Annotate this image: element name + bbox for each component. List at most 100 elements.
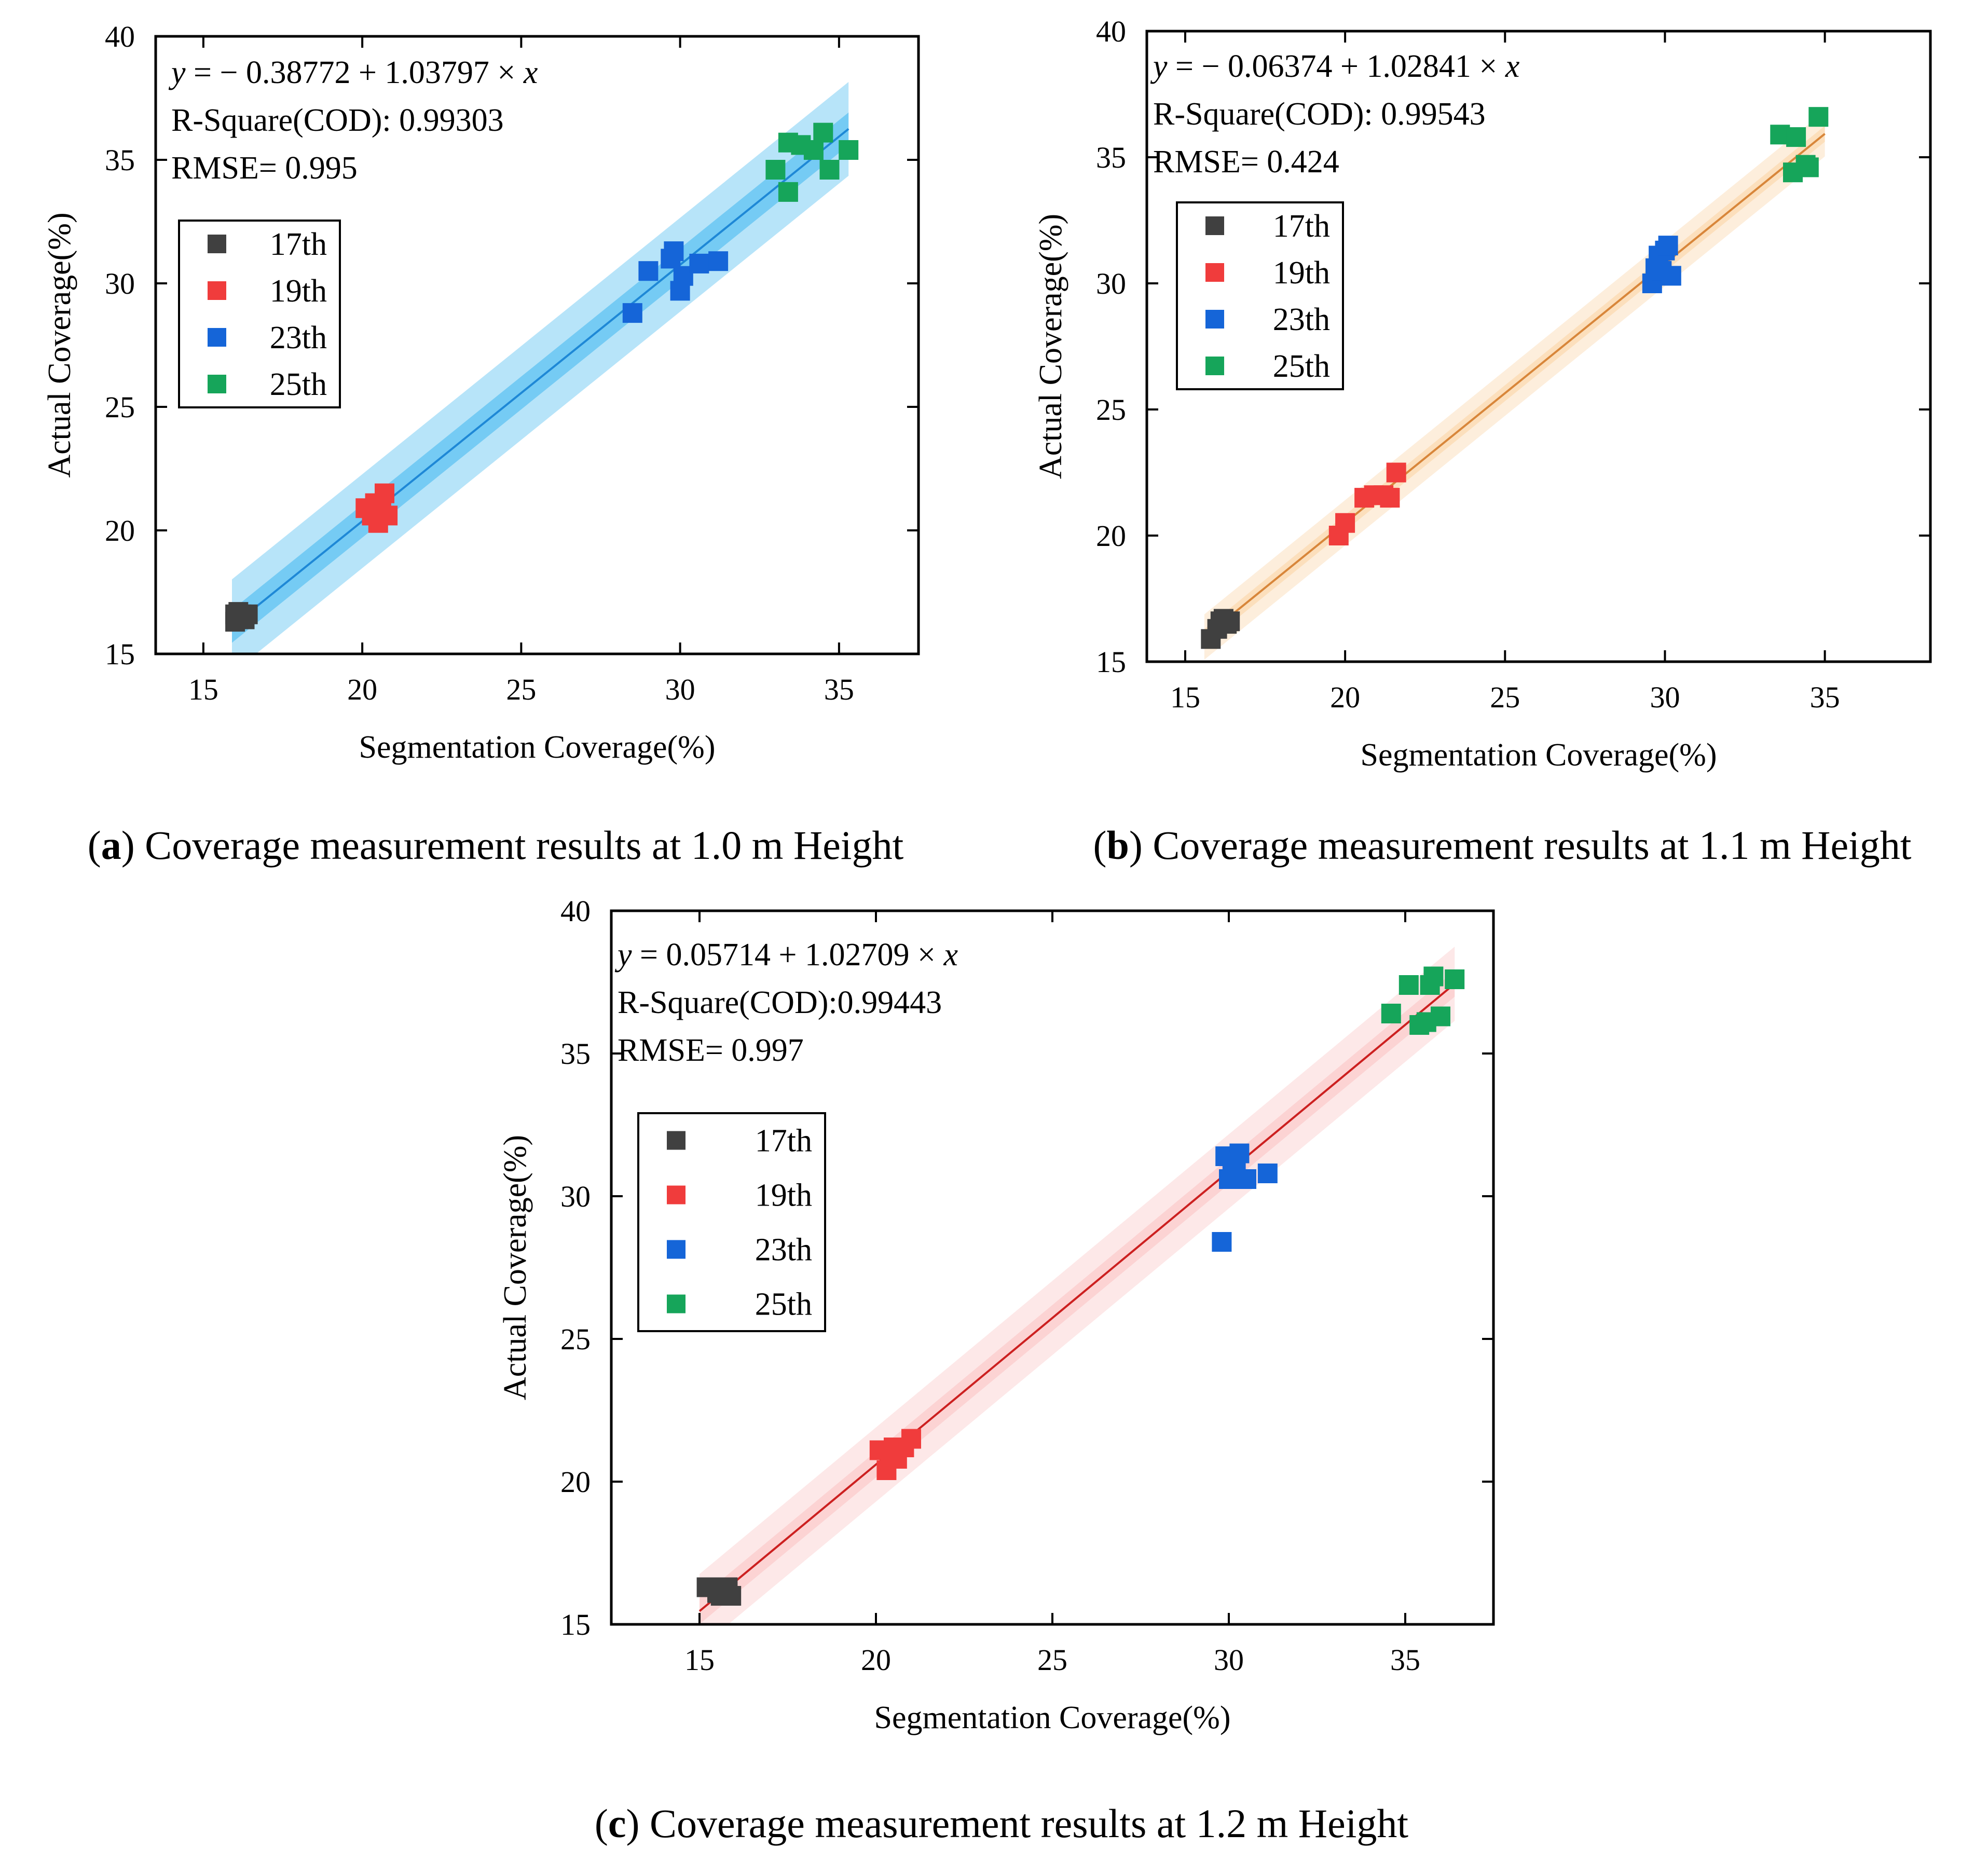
legend-marker-19th	[667, 1185, 685, 1205]
legend-label-23th: 23th	[755, 1233, 812, 1268]
y-axis-ticks: 15 20 25 30 35 40	[105, 20, 918, 671]
x-axis-title: Segmentation Coverage(%)	[1361, 737, 1717, 773]
y-axis-ticks: 15 20 25 30 35 40	[560, 894, 1493, 1641]
legend-marker-19th	[1205, 263, 1224, 282]
y-tick-label: 20	[105, 514, 135, 548]
data-point-25th	[839, 140, 859, 160]
plot-frame	[1145, 30, 1932, 663]
equation-y-variable: y	[1150, 49, 1168, 84]
data-point-23th	[622, 303, 642, 323]
legend: 17th 19th 23th 25th	[637, 1112, 826, 1332]
caption-letter: b	[1107, 823, 1129, 868]
data-point-17th	[1220, 611, 1240, 632]
x-tick-label: 20	[1330, 680, 1360, 714]
r-square-label: R-Square(COD):0.99443	[618, 985, 942, 1020]
legend-marker-17th	[208, 235, 226, 253]
data-point-25th	[1445, 969, 1465, 989]
regression-line	[698, 983, 1456, 1612]
y-tick-label: 40	[1096, 15, 1126, 48]
x-tick-label: 25	[1037, 1643, 1067, 1677]
y-tick-label: 35	[1096, 141, 1126, 174]
regression-line	[231, 128, 849, 627]
x-tick-label: 15	[684, 1643, 715, 1677]
x-tick-label: 15	[1170, 680, 1200, 714]
plot-frame	[154, 35, 920, 655]
caption-prefix: (	[1093, 823, 1107, 868]
caption-letter: a	[101, 823, 121, 868]
rmse-label: RMSE= 0.995	[171, 150, 358, 186]
data-point-25th	[778, 182, 798, 202]
data-point-19th	[1386, 462, 1406, 483]
data-point-17th	[225, 604, 245, 624]
y-tick-label: 15	[1096, 645, 1126, 679]
legend: 17th 19th 23th 25th	[1176, 201, 1344, 390]
data-point-25th	[1423, 966, 1444, 987]
data-point-23th	[1646, 258, 1665, 278]
data-point-23th	[1212, 1232, 1232, 1252]
data-point-25th	[819, 160, 840, 180]
y-tick-label: 30	[560, 1180, 591, 1213]
y-tick-label: 15	[560, 1608, 591, 1641]
x-tick-label: 25	[1490, 680, 1520, 714]
legend-marker-23th	[1205, 310, 1224, 329]
caption-letter: c	[608, 1801, 626, 1846]
data-point-23th	[1658, 236, 1678, 256]
data-point-25th	[813, 122, 833, 143]
legend-label-23th: 23th	[1273, 302, 1330, 337]
caption-text: ) Coverage measurement results at 1.2 m …	[626, 1801, 1409, 1846]
caption-panel-c: (c) Coverage measurement results at 1.2 …	[595, 1801, 1408, 1846]
equation-body: = − 0.38772 + 1.03797 ×	[186, 55, 524, 90]
equation-body: = − 0.06374 + 1.02841 ×	[1168, 49, 1505, 84]
data-point-23th	[1237, 1169, 1256, 1189]
legend-box	[1176, 201, 1344, 390]
equation-y-variable: y	[168, 55, 186, 90]
data-point-25th	[1416, 1012, 1436, 1032]
regression-equation: y = 0.05714 + 1.02709 × x	[614, 937, 958, 973]
data-point-23th	[689, 253, 709, 273]
fit-line	[231, 128, 849, 627]
x-tick-label: 35	[1810, 680, 1840, 714]
data-point-25th	[803, 140, 824, 160]
fit-line	[698, 983, 1456, 1612]
legend-marker-23th	[667, 1240, 685, 1259]
data-point-25th	[765, 160, 786, 180]
y-tick-label: 35	[105, 143, 135, 177]
x-tick-label: 35	[1390, 1643, 1420, 1677]
chart-panel-c: 15 20 25 30 35 15 20 25 30 35 40 Segmentation Cov…	[498, 894, 1495, 1735]
legend-label-19th: 19th	[1273, 255, 1330, 291]
x-axis-title: Segmentation Coverage(%)	[359, 730, 716, 765]
y-tick-label: 40	[560, 894, 591, 928]
caption-prefix: (	[88, 823, 101, 868]
x-tick-label: 35	[824, 673, 854, 706]
legend-label-23th: 23th	[270, 320, 327, 355]
data-points	[696, 966, 1465, 1606]
y-tick-label: 35	[560, 1037, 591, 1071]
legend-label-25th: 25th	[270, 367, 327, 402]
y-tick-label: 15	[105, 637, 135, 671]
legend-marker-17th	[1205, 216, 1224, 235]
y-tick-label: 40	[105, 20, 135, 53]
x-tick-label: 30	[1214, 1643, 1244, 1677]
data-point-19th	[1335, 513, 1355, 533]
data-point-17th	[707, 1583, 727, 1603]
legend-label-19th: 19th	[755, 1178, 812, 1213]
legend-label-25th: 25th	[755, 1287, 812, 1322]
legend-label-17th: 17th	[270, 227, 327, 262]
data-point-23th	[1222, 1152, 1242, 1172]
x-axis-ticks: 15 20 25 30 35	[684, 911, 1420, 1677]
data-point-25th	[1399, 975, 1419, 995]
x-axis-ticks: 15 20 25 30 35	[188, 36, 854, 706]
x-tick-label: 30	[1650, 680, 1680, 714]
y-tick-label: 20	[1096, 519, 1126, 553]
legend-label-17th: 17th	[755, 1124, 812, 1159]
r-square-label: R-Square(COD): 0.99543	[1153, 97, 1486, 132]
caption-text: ) Coverage measurement results at 1.1 m …	[1129, 823, 1912, 868]
y-tick-label: 25	[1096, 393, 1126, 427]
rmse-label: RMSE= 0.997	[618, 1033, 804, 1068]
legend-marker-19th	[208, 281, 226, 300]
caption-panel-a: (a) Coverage measurement results at 1.0 …	[88, 823, 904, 868]
legend-box	[178, 220, 341, 408]
equation-body: = 0.05714 + 1.02709 ×	[632, 937, 944, 973]
y-axis-title: Actual Coverage(%)	[1033, 214, 1068, 479]
